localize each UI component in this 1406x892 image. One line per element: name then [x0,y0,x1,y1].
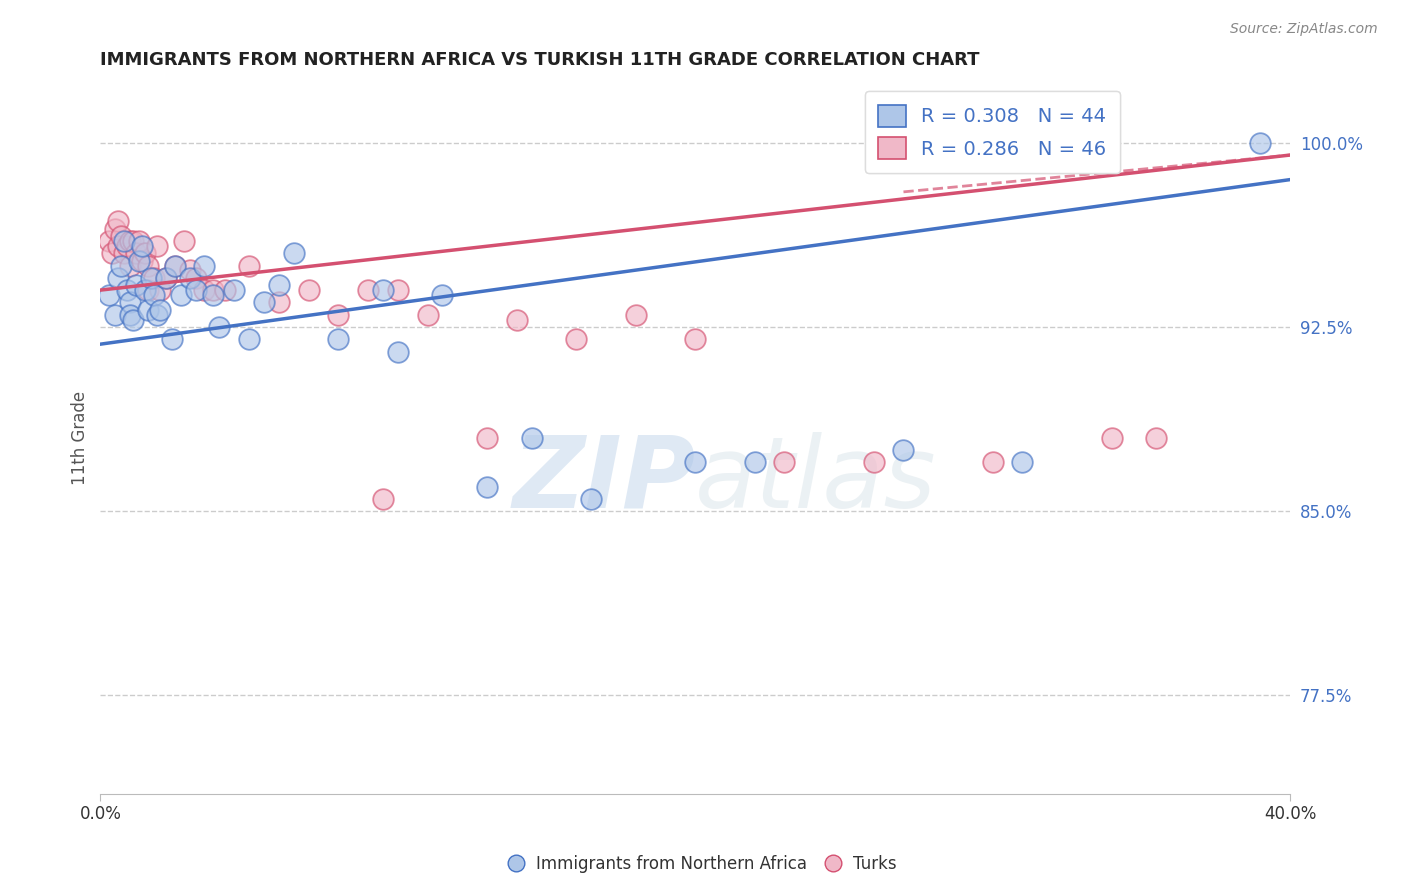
Point [267,295,290,310]
Point [579,491,602,506]
Point [128,253,150,268]
Point [125,246,148,260]
Text: IMMIGRANTS FROM NORTHERN AFRICA VS TURKISH 11TH GRADE CORRELATION CHART: IMMIGRANTS FROM NORTHERN AFRICA VS TURKI… [100,51,980,69]
Point [136,283,159,297]
Point [104,308,127,322]
Point [475,430,498,444]
Point [146,308,169,322]
Point [328,308,350,322]
Point [128,234,150,248]
Point [146,239,169,253]
Point [208,320,231,334]
Point [744,455,766,469]
Point [120,234,142,248]
Point [101,246,124,260]
Point [160,332,183,346]
Point [357,283,380,297]
Point [107,239,129,253]
Point [371,283,394,297]
Point [328,332,350,346]
Point [253,295,276,310]
Point [683,332,706,346]
Text: ZIP: ZIP [512,432,695,529]
Point [120,308,142,322]
Point [283,246,305,260]
Text: atlas: atlas [695,432,936,529]
Point [238,259,260,273]
Point [120,259,142,273]
Point [565,332,588,346]
Point [142,270,165,285]
Point [202,283,225,297]
Point [193,259,215,273]
Point [297,283,319,297]
Point [131,239,153,253]
Point [1249,136,1271,150]
Point [193,283,215,297]
Point [136,259,159,273]
Point [506,312,529,326]
Point [432,288,454,302]
Point [125,278,148,293]
Point [98,234,121,248]
Y-axis label: 11th Grade: 11th Grade [72,391,89,484]
Point [1011,455,1033,469]
Point [131,253,153,268]
Point [115,239,138,253]
Point [267,278,290,293]
Point [862,455,884,469]
Point [122,234,145,248]
Point [155,270,177,285]
Point [115,283,138,297]
Point [107,270,129,285]
Point [416,308,439,322]
Point [387,283,409,297]
Point [387,344,409,359]
Point [773,455,796,469]
Point [1101,430,1123,444]
Point [224,283,246,297]
Point [139,270,162,285]
Point [155,270,177,285]
Point [624,308,647,322]
Point [107,214,129,228]
Point [371,491,394,506]
Text: Source: ZipAtlas.com: Source: ZipAtlas.com [1230,22,1378,37]
Point [238,332,260,346]
Point [1144,430,1167,444]
Point [163,259,186,273]
Point [179,270,201,285]
Point [149,302,172,317]
Legend: R = 0.308   N = 44, R = 0.286   N = 46: R = 0.308 N = 44, R = 0.286 N = 46 [865,91,1119,173]
Point [134,283,156,297]
Point [893,442,915,457]
Point [110,229,132,244]
Point [142,288,165,302]
Point [179,263,201,277]
Point [112,246,135,260]
Point [136,302,159,317]
Point [169,288,191,302]
Point [98,288,121,302]
Legend: Immigrants from Northern Africa, Turks: Immigrants from Northern Africa, Turks [502,848,904,880]
Point [184,283,207,297]
Point [202,288,225,302]
Point [104,221,127,235]
Point [149,283,172,297]
Point [214,283,236,297]
Point [163,259,186,273]
Point [134,246,156,260]
Point [184,270,207,285]
Point [122,312,145,326]
Point [683,455,706,469]
Point [520,430,543,444]
Point [173,234,195,248]
Point [981,455,1004,469]
Point [475,480,498,494]
Point [110,259,132,273]
Point [120,295,142,310]
Point [112,234,135,248]
